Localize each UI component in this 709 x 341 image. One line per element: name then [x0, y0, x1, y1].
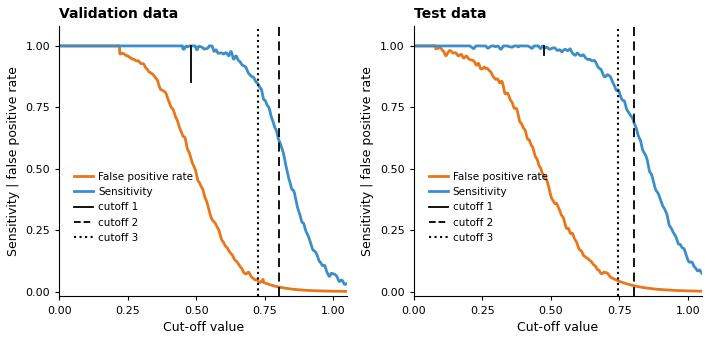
- Text: Validation data: Validation data: [60, 7, 179, 21]
- Legend: False positive rate, Sensitivity, cutoff 1, cutoff 2, cutoff 3: False positive rate, Sensitivity, cutoff…: [70, 168, 198, 247]
- Y-axis label: Sensitivity | false positive rate: Sensitivity | false positive rate: [362, 66, 374, 256]
- X-axis label: Cut-off value: Cut-off value: [517, 321, 598, 334]
- Y-axis label: Sensitivity | false positive rate: Sensitivity | false positive rate: [7, 66, 20, 256]
- X-axis label: Cut-off value: Cut-off value: [162, 321, 244, 334]
- Legend: False positive rate, Sensitivity, cutoff 1, cutoff 2, cutoff 3: False positive rate, Sensitivity, cutoff…: [425, 168, 552, 247]
- Text: Test data: Test data: [414, 7, 486, 21]
